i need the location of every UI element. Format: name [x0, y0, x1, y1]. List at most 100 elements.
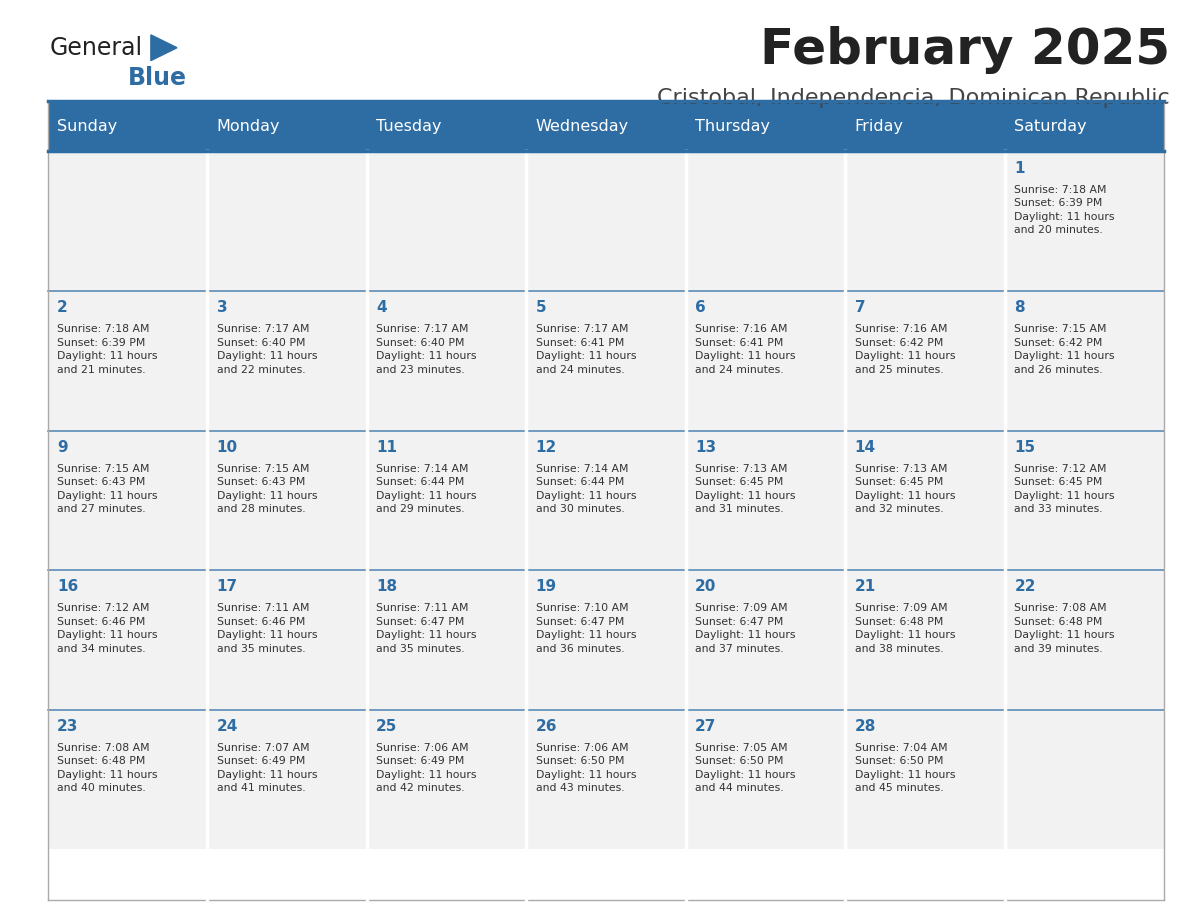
Bar — [207, 431, 367, 570]
Text: Sunrise: 7:06 AM
Sunset: 6:49 PM
Daylight: 11 hours
and 42 minutes.: Sunrise: 7:06 AM Sunset: 6:49 PM Dayligh… — [377, 743, 476, 793]
Bar — [48, 151, 207, 291]
Bar — [1005, 151, 1164, 291]
Bar — [685, 151, 845, 291]
Text: Sunrise: 7:14 AM
Sunset: 6:44 PM
Daylight: 11 hours
and 30 minutes.: Sunrise: 7:14 AM Sunset: 6:44 PM Dayligh… — [536, 464, 637, 514]
Text: Sunday: Sunday — [57, 118, 118, 134]
Text: 10: 10 — [216, 440, 238, 454]
Bar — [48, 710, 207, 849]
Text: Cristobal, Independencia, Dominican Republic: Cristobal, Independencia, Dominican Repu… — [657, 88, 1170, 108]
Text: 17: 17 — [216, 579, 238, 594]
Text: Sunrise: 7:15 AM
Sunset: 6:42 PM
Daylight: 11 hours
and 26 minutes.: Sunrise: 7:15 AM Sunset: 6:42 PM Dayligh… — [1015, 324, 1114, 375]
Text: 11: 11 — [377, 440, 397, 454]
Text: Sunrise: 7:17 AM
Sunset: 6:40 PM
Daylight: 11 hours
and 23 minutes.: Sunrise: 7:17 AM Sunset: 6:40 PM Dayligh… — [377, 324, 476, 375]
Text: Sunrise: 7:18 AM
Sunset: 6:39 PM
Daylight: 11 hours
and 20 minutes.: Sunrise: 7:18 AM Sunset: 6:39 PM Dayligh… — [1015, 185, 1114, 235]
Text: 6: 6 — [695, 300, 706, 315]
Text: Sunrise: 7:04 AM
Sunset: 6:50 PM
Daylight: 11 hours
and 45 minutes.: Sunrise: 7:04 AM Sunset: 6:50 PM Dayligh… — [854, 743, 955, 793]
Text: 27: 27 — [695, 719, 716, 733]
Text: 4: 4 — [377, 300, 387, 315]
Text: General: General — [50, 36, 143, 60]
Text: Sunrise: 7:18 AM
Sunset: 6:39 PM
Daylight: 11 hours
and 21 minutes.: Sunrise: 7:18 AM Sunset: 6:39 PM Dayligh… — [57, 324, 158, 375]
Bar — [1005, 291, 1164, 431]
Text: Sunrise: 7:06 AM
Sunset: 6:50 PM
Daylight: 11 hours
and 43 minutes.: Sunrise: 7:06 AM Sunset: 6:50 PM Dayligh… — [536, 743, 637, 793]
Bar — [367, 570, 526, 710]
Bar — [48, 291, 207, 431]
Bar — [685, 710, 845, 849]
Text: 13: 13 — [695, 440, 716, 454]
Bar — [367, 710, 526, 849]
Bar — [845, 101, 1005, 151]
Text: Sunrise: 7:08 AM
Sunset: 6:48 PM
Daylight: 11 hours
and 40 minutes.: Sunrise: 7:08 AM Sunset: 6:48 PM Dayligh… — [57, 743, 158, 793]
Text: Friday: Friday — [854, 118, 904, 134]
Text: 3: 3 — [216, 300, 227, 315]
Bar — [207, 570, 367, 710]
Text: 19: 19 — [536, 579, 557, 594]
Bar — [526, 710, 685, 849]
Text: Sunrise: 7:15 AM
Sunset: 6:43 PM
Daylight: 11 hours
and 28 minutes.: Sunrise: 7:15 AM Sunset: 6:43 PM Dayligh… — [216, 464, 317, 514]
Text: 21: 21 — [854, 579, 876, 594]
Text: 12: 12 — [536, 440, 557, 454]
Text: 28: 28 — [854, 719, 876, 733]
Bar — [526, 291, 685, 431]
Bar — [1005, 710, 1164, 849]
Text: 1: 1 — [1015, 161, 1025, 175]
Bar — [1005, 101, 1164, 151]
Text: Sunrise: 7:15 AM
Sunset: 6:43 PM
Daylight: 11 hours
and 27 minutes.: Sunrise: 7:15 AM Sunset: 6:43 PM Dayligh… — [57, 464, 158, 514]
Text: Sunrise: 7:12 AM
Sunset: 6:45 PM
Daylight: 11 hours
and 33 minutes.: Sunrise: 7:12 AM Sunset: 6:45 PM Dayligh… — [1015, 464, 1114, 514]
Text: Sunrise: 7:13 AM
Sunset: 6:45 PM
Daylight: 11 hours
and 32 minutes.: Sunrise: 7:13 AM Sunset: 6:45 PM Dayligh… — [854, 464, 955, 514]
Text: Sunrise: 7:10 AM
Sunset: 6:47 PM
Daylight: 11 hours
and 36 minutes.: Sunrise: 7:10 AM Sunset: 6:47 PM Dayligh… — [536, 603, 637, 654]
Bar — [48, 431, 207, 570]
Text: Wednesday: Wednesday — [536, 118, 628, 134]
Bar — [526, 431, 685, 570]
Text: 23: 23 — [57, 719, 78, 733]
Bar — [845, 151, 1005, 291]
Text: Sunrise: 7:17 AM
Sunset: 6:40 PM
Daylight: 11 hours
and 22 minutes.: Sunrise: 7:17 AM Sunset: 6:40 PM Dayligh… — [216, 324, 317, 375]
Text: Saturday: Saturday — [1015, 118, 1087, 134]
Text: Sunrise: 7:11 AM
Sunset: 6:47 PM
Daylight: 11 hours
and 35 minutes.: Sunrise: 7:11 AM Sunset: 6:47 PM Dayligh… — [377, 603, 476, 654]
Text: 5: 5 — [536, 300, 546, 315]
Bar — [685, 570, 845, 710]
Bar — [845, 710, 1005, 849]
Text: 25: 25 — [377, 719, 398, 733]
Text: Sunrise: 7:16 AM
Sunset: 6:42 PM
Daylight: 11 hours
and 25 minutes.: Sunrise: 7:16 AM Sunset: 6:42 PM Dayligh… — [854, 324, 955, 375]
Bar — [207, 151, 367, 291]
Bar — [48, 101, 207, 151]
Text: Sunrise: 7:13 AM
Sunset: 6:45 PM
Daylight: 11 hours
and 31 minutes.: Sunrise: 7:13 AM Sunset: 6:45 PM Dayligh… — [695, 464, 796, 514]
Text: Monday: Monday — [216, 118, 280, 134]
Text: 14: 14 — [854, 440, 876, 454]
Text: 7: 7 — [854, 300, 865, 315]
Bar — [526, 151, 685, 291]
Text: Sunrise: 7:12 AM
Sunset: 6:46 PM
Daylight: 11 hours
and 34 minutes.: Sunrise: 7:12 AM Sunset: 6:46 PM Dayligh… — [57, 603, 158, 654]
Text: 2: 2 — [57, 300, 68, 315]
Bar — [845, 570, 1005, 710]
Text: 9: 9 — [57, 440, 68, 454]
Bar — [367, 101, 526, 151]
Text: 8: 8 — [1015, 300, 1025, 315]
Text: Sunrise: 7:08 AM
Sunset: 6:48 PM
Daylight: 11 hours
and 39 minutes.: Sunrise: 7:08 AM Sunset: 6:48 PM Dayligh… — [1015, 603, 1114, 654]
Text: Tuesday: Tuesday — [377, 118, 442, 134]
Text: Sunrise: 7:09 AM
Sunset: 6:47 PM
Daylight: 11 hours
and 37 minutes.: Sunrise: 7:09 AM Sunset: 6:47 PM Dayligh… — [695, 603, 796, 654]
Bar — [526, 101, 685, 151]
Text: 24: 24 — [216, 719, 238, 733]
Text: 16: 16 — [57, 579, 78, 594]
Bar — [207, 101, 367, 151]
Polygon shape — [151, 35, 177, 61]
Bar — [207, 710, 367, 849]
Text: Sunrise: 7:16 AM
Sunset: 6:41 PM
Daylight: 11 hours
and 24 minutes.: Sunrise: 7:16 AM Sunset: 6:41 PM Dayligh… — [695, 324, 796, 375]
Text: 22: 22 — [1015, 579, 1036, 594]
Bar — [1005, 431, 1164, 570]
Bar — [845, 431, 1005, 570]
Text: Sunrise: 7:11 AM
Sunset: 6:46 PM
Daylight: 11 hours
and 35 minutes.: Sunrise: 7:11 AM Sunset: 6:46 PM Dayligh… — [216, 603, 317, 654]
Bar — [367, 291, 526, 431]
Bar — [845, 291, 1005, 431]
Bar — [1005, 570, 1164, 710]
Bar — [685, 291, 845, 431]
Text: Thursday: Thursday — [695, 118, 770, 134]
Text: Sunrise: 7:17 AM
Sunset: 6:41 PM
Daylight: 11 hours
and 24 minutes.: Sunrise: 7:17 AM Sunset: 6:41 PM Dayligh… — [536, 324, 637, 375]
Bar — [48, 570, 207, 710]
Text: Sunrise: 7:05 AM
Sunset: 6:50 PM
Daylight: 11 hours
and 44 minutes.: Sunrise: 7:05 AM Sunset: 6:50 PM Dayligh… — [695, 743, 796, 793]
Text: Sunrise: 7:14 AM
Sunset: 6:44 PM
Daylight: 11 hours
and 29 minutes.: Sunrise: 7:14 AM Sunset: 6:44 PM Dayligh… — [377, 464, 476, 514]
Bar — [526, 570, 685, 710]
Bar — [685, 431, 845, 570]
Bar — [367, 151, 526, 291]
Text: Sunrise: 7:09 AM
Sunset: 6:48 PM
Daylight: 11 hours
and 38 minutes.: Sunrise: 7:09 AM Sunset: 6:48 PM Dayligh… — [854, 603, 955, 654]
